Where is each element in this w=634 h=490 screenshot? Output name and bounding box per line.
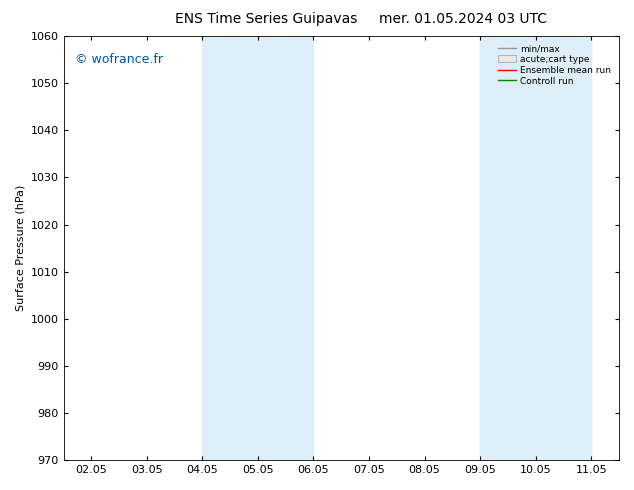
Bar	[202, 36, 313, 460]
Bar	[480, 36, 592, 460]
Text: © wofrance.fr: © wofrance.fr	[75, 53, 163, 66]
Y-axis label: Surface Pressure (hPa): Surface Pressure (hPa)	[15, 185, 25, 311]
Text: mer. 01.05.2024 03 UTC: mer. 01.05.2024 03 UTC	[379, 12, 547, 26]
Legend: min/max, acute;cart type, Ensemble mean run, Controll run: min/max, acute;cart type, Ensemble mean …	[495, 41, 614, 89]
Text: ENS Time Series Guipavas: ENS Time Series Guipavas	[175, 12, 358, 26]
